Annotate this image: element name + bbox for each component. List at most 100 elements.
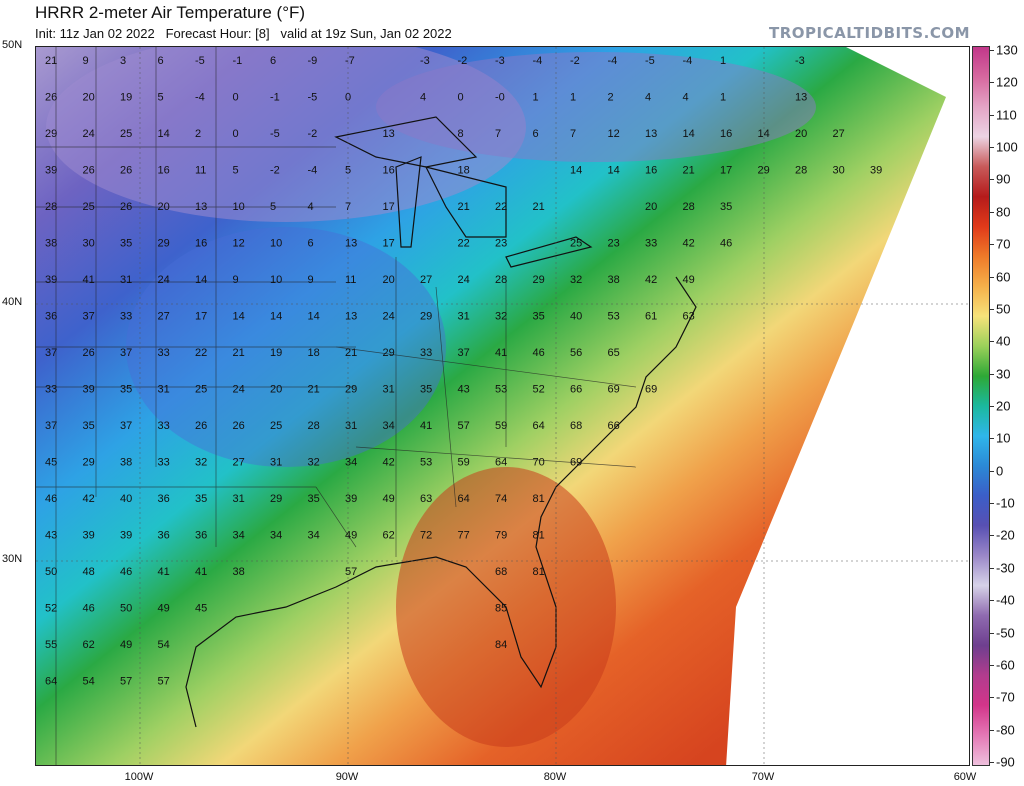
- station-value: 24: [458, 274, 470, 286]
- station-value: 11: [195, 165, 206, 177]
- state-borders: [36, 47, 637, 765]
- station-value: 6: [158, 55, 164, 67]
- temperature-map[interactable]: 21 9 3 6 -5 -1 6 -9 -7 -3 -2 -3 -4 -2 -4 -5 -4 1 -3 26 20 19 5…: [35, 46, 970, 766]
- station-value: 64: [458, 493, 470, 505]
- station-value: 21: [45, 55, 57, 67]
- lon-label-90w: 90W: [335, 771, 359, 783]
- station-value: 12: [608, 128, 620, 140]
- station-value: 29: [158, 238, 170, 250]
- station-value: 0: [345, 92, 351, 104]
- station-value: 24: [83, 128, 95, 140]
- station-value: 10: [270, 238, 282, 250]
- station-value: 35: [308, 493, 320, 505]
- station-value: 32: [495, 311, 507, 323]
- station-value: 13: [795, 92, 807, 104]
- station-value: 33: [420, 347, 432, 359]
- map-canvas: 21 9 3 6 -5 -1 6 -9 -7 -3 -2 -3 -4 -2 -4 -5 -4 1 -326 20 19 5…: [36, 47, 969, 765]
- colorbar-tick-mark: [990, 406, 994, 407]
- station-value: 57: [120, 676, 132, 688]
- lon-label-100w: 100W: [124, 771, 154, 783]
- station-value: 14: [233, 311, 245, 323]
- colorbar-tick-label: -80: [996, 722, 1015, 738]
- station-value: 49: [383, 493, 395, 505]
- station-value: 39: [120, 530, 132, 542]
- station-value: 14: [308, 311, 320, 323]
- lat-label-30n: 30N: [2, 553, 23, 565]
- station-value: 4: [308, 201, 314, 213]
- station-value: 27: [420, 274, 432, 286]
- station-value: 31: [158, 384, 170, 396]
- station-value: 21: [533, 201, 545, 213]
- station-value: 70: [533, 457, 545, 469]
- colorbar-tick-label: 30: [996, 366, 1011, 382]
- station-value: 31: [120, 274, 132, 286]
- station-value: 21: [308, 384, 320, 396]
- colorbar-tick-label: -20: [996, 527, 1015, 543]
- station-value: 26: [120, 201, 132, 213]
- colorbar-tick-label: -50: [996, 625, 1015, 641]
- colorbar-tick-label: -90: [996, 754, 1015, 770]
- station-value: 4: [420, 92, 426, 104]
- station-value: 27: [233, 457, 245, 469]
- station-value: 22: [458, 238, 470, 250]
- station-value: 53: [608, 311, 620, 323]
- colorbar-tick-label: 100: [996, 139, 1018, 155]
- station-value: 63: [420, 493, 432, 505]
- station-value: 27: [833, 128, 845, 140]
- station-value: 59: [495, 420, 507, 432]
- temperature-field: [36, 47, 946, 765]
- station-value: 63: [683, 311, 695, 323]
- colorbar-tick-label: 50: [996, 301, 1011, 317]
- station-value: 26: [233, 420, 245, 432]
- colorbar-tick-label: -10: [996, 495, 1015, 511]
- station-value: 36: [158, 530, 170, 542]
- station-value: 37: [458, 347, 470, 359]
- colorbar-tick-mark: [990, 82, 994, 84]
- colorbar-tick-mark: [990, 664, 994, 666]
- station-value: 53: [495, 384, 507, 396]
- station-value: 36: [195, 530, 207, 542]
- colorbar-tick-label: -30: [996, 560, 1015, 576]
- station-value: 56: [570, 347, 582, 359]
- cold-air-mass-east: [376, 52, 816, 162]
- station-value: 39: [345, 493, 357, 505]
- station-value: 20: [795, 128, 807, 140]
- station-value: 69: [645, 384, 657, 396]
- colorbar-tick-mark: [990, 632, 994, 634]
- colorbar-tick-mark: [990, 762, 994, 763]
- station-value: 38: [120, 457, 132, 469]
- station-value: 20: [83, 92, 95, 104]
- station-value: 25: [270, 420, 282, 432]
- colorbar-tick-mark: [990, 535, 994, 537]
- map-title: HRRR 2-meter Air Temperature (°F): [35, 3, 306, 22]
- colorbar-tick-mark: [990, 211, 994, 213]
- station-value: 81: [533, 566, 545, 578]
- station-value: 16: [720, 128, 732, 140]
- station-value: 26: [83, 165, 95, 177]
- station-value: 14: [270, 311, 282, 323]
- station-value: 29: [758, 165, 770, 177]
- station-value: 23: [608, 238, 620, 250]
- station-value: 29: [83, 457, 95, 469]
- station-value: -2: [458, 55, 468, 67]
- station-value: 4: [683, 92, 689, 104]
- station-value: -5: [270, 128, 280, 140]
- station-value: 29: [270, 493, 282, 505]
- station-value: 38: [45, 238, 57, 250]
- station-value: 37: [120, 347, 132, 359]
- station-value: 20: [383, 274, 395, 286]
- station-value: 27: [158, 311, 170, 323]
- station-value: 85: [495, 603, 507, 615]
- station-value: 49: [683, 274, 695, 286]
- station-value: 32: [195, 457, 207, 469]
- station-value: 20: [270, 384, 282, 396]
- station-value: 81: [533, 493, 545, 505]
- station-value: 25: [570, 238, 582, 250]
- lat-label-50n: 50N: [2, 39, 23, 51]
- station-value: 14: [195, 274, 207, 286]
- station-value: 29: [533, 274, 545, 286]
- station-value: -7: [345, 55, 355, 67]
- station-value: 14: [158, 128, 170, 140]
- station-value: 31: [233, 493, 245, 505]
- station-value: -4: [608, 55, 618, 67]
